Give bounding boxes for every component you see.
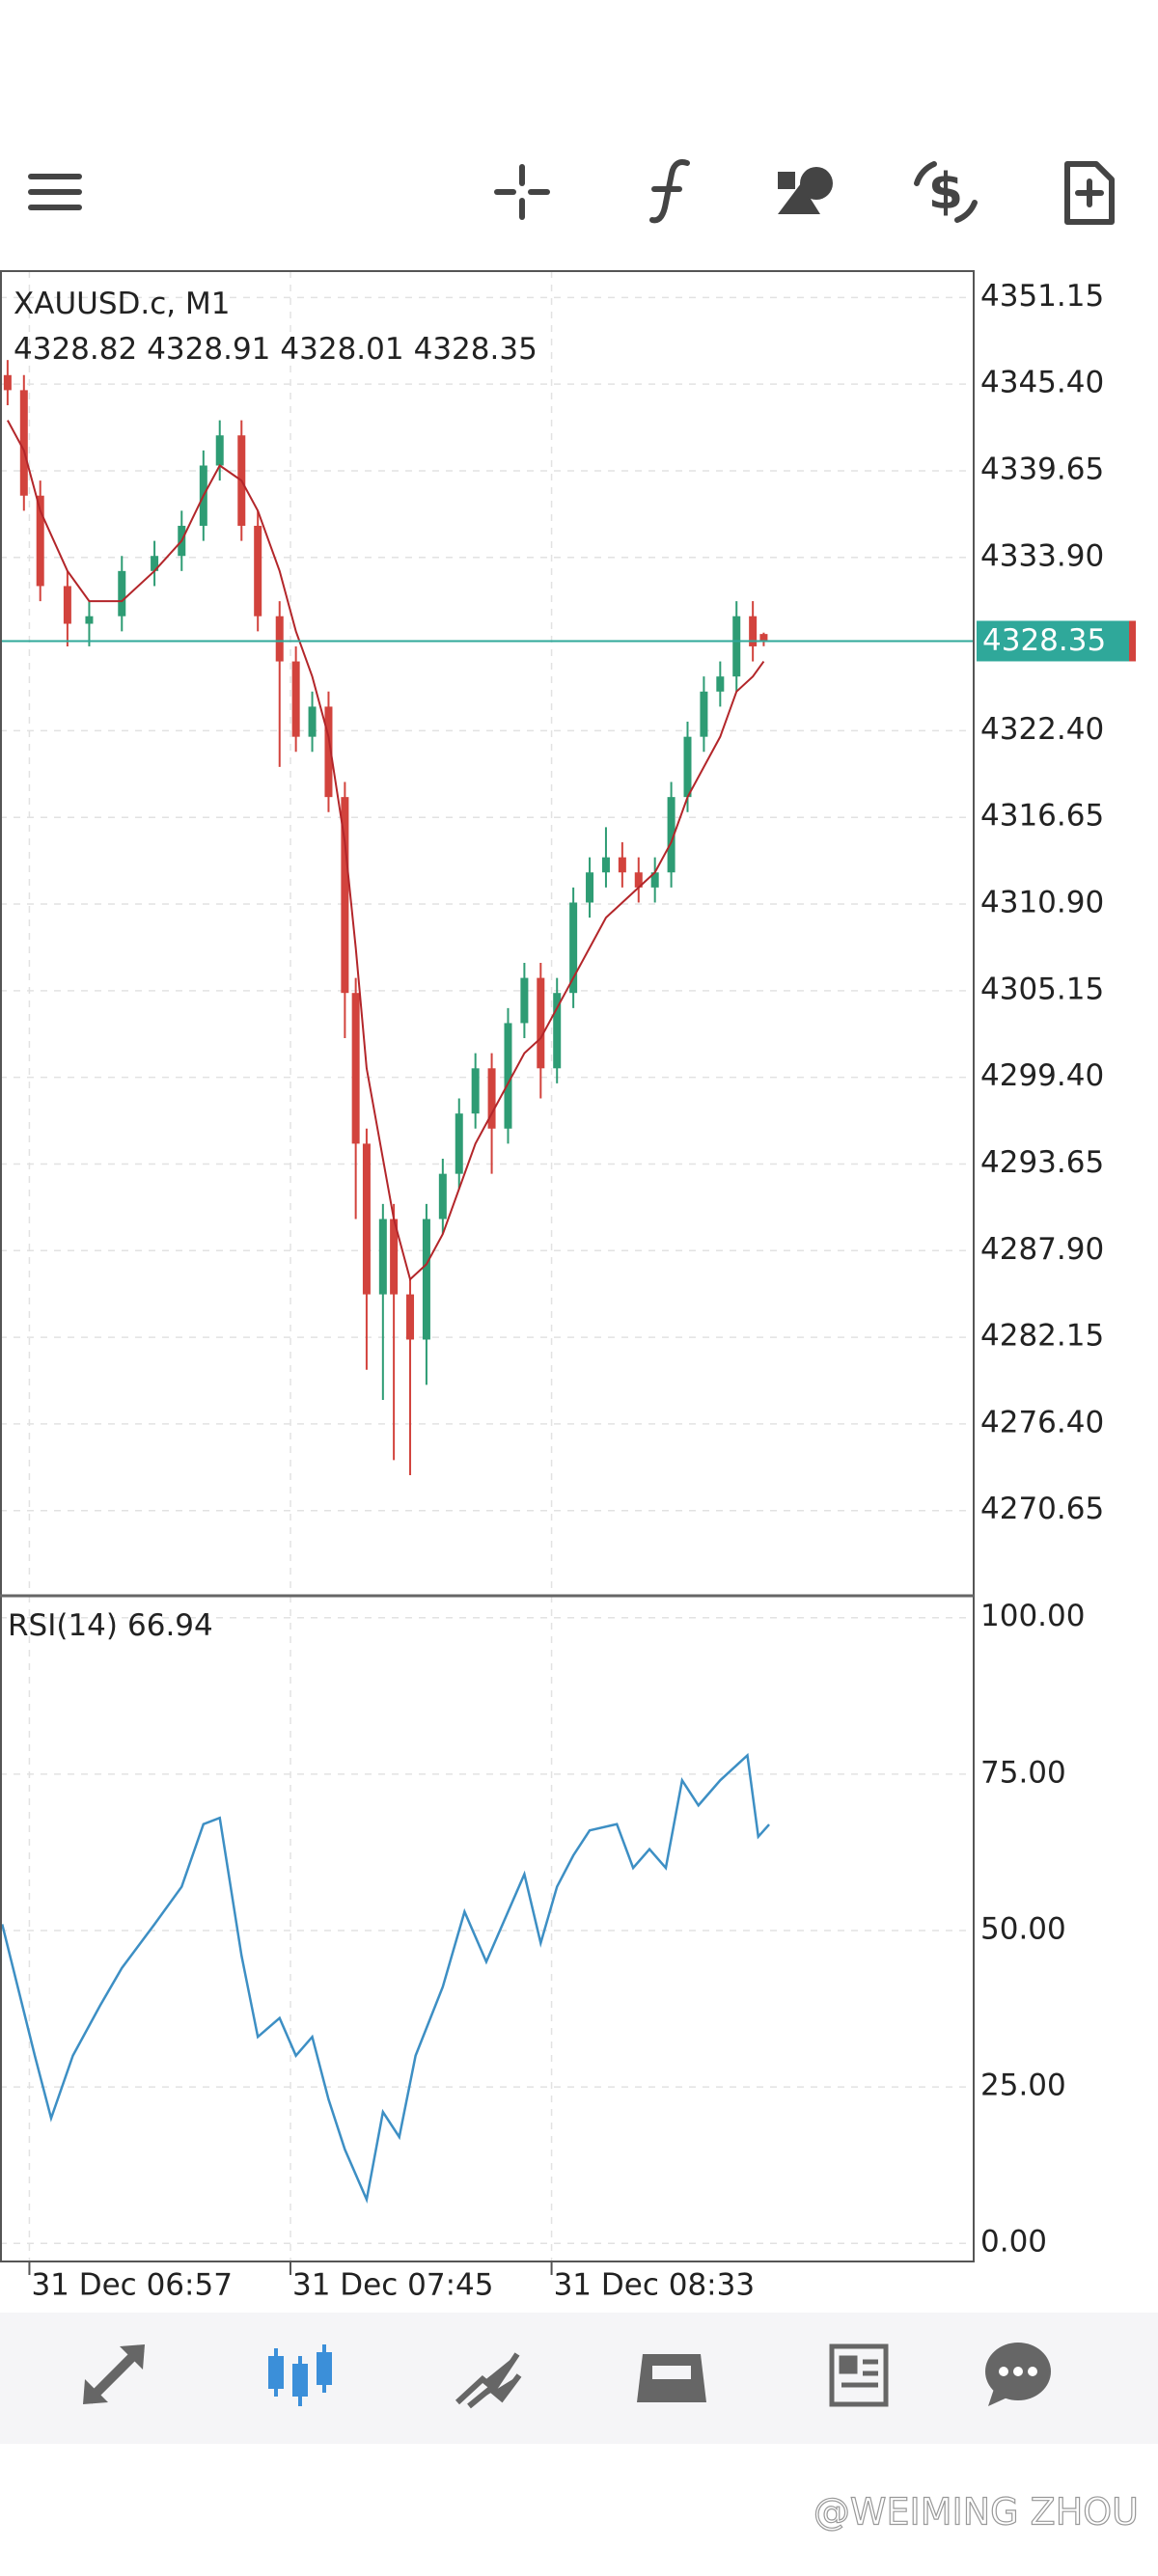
- candle-body: [215, 435, 224, 466]
- price-tag: [977, 620, 1129, 662]
- candle-body: [537, 977, 545, 1069]
- price-tag-marker: [1129, 620, 1136, 662]
- candle-body: [732, 616, 741, 677]
- y-tick-label: 4351.15: [980, 279, 1104, 314]
- candle-body: [455, 1113, 463, 1174]
- pane-title: RSI(14) 66.94: [8, 1608, 213, 1643]
- low-readout: 4328.01: [280, 332, 403, 367]
- y-tick-label: 4305.15: [980, 972, 1104, 1006]
- history-tab[interactable]: [637, 2354, 706, 2402]
- candle-body: [520, 977, 529, 1024]
- candle-body: [36, 495, 44, 587]
- y-tick-label: 4322.40: [980, 712, 1104, 747]
- candle-body: [378, 1219, 387, 1295]
- y-tick-label: 4316.65: [980, 799, 1104, 834]
- candle-body: [19, 390, 28, 496]
- title-text: XAUUSD.c, M1: [14, 287, 230, 321]
- candle-body: [275, 616, 284, 662]
- candle-body: [351, 993, 360, 1144]
- candle-body: [63, 586, 71, 624]
- chart-tab[interactable]: [268, 2344, 332, 2406]
- candle-body: [749, 616, 758, 646]
- candle-body: [362, 1143, 371, 1295]
- candle-body: [634, 872, 643, 888]
- candle-body: [438, 1173, 447, 1219]
- y-tick-label: 4287.90: [980, 1232, 1104, 1267]
- candle-body: [569, 902, 578, 994]
- candle-body: [151, 556, 159, 571]
- y-tick-label: 4299.40: [980, 1058, 1104, 1093]
- y-tick-label: 0.00: [980, 2225, 1047, 2260]
- y-tick-label: 4339.65: [980, 452, 1104, 486]
- bottom-nav: [0, 2313, 1158, 2444]
- candle-body: [504, 1023, 512, 1129]
- candle-body: [390, 1219, 399, 1295]
- y-tick-label: 4276.40: [980, 1405, 1104, 1439]
- x-tick-label: 31 Dec 08:33: [554, 2268, 755, 2303]
- candle-body: [291, 661, 300, 737]
- crosshair-button[interactable]: [494, 164, 550, 220]
- y-tick-label: 4293.65: [980, 1145, 1104, 1180]
- nav-background: [0, 2313, 1158, 2444]
- candle-body: [487, 1068, 496, 1129]
- candle-body: [683, 736, 692, 798]
- candle-body: [716, 676, 725, 692]
- trade-tab[interactable]: [455, 2352, 522, 2409]
- candle-body: [700, 691, 708, 737]
- y-tick-label: 25.00: [980, 2069, 1066, 2103]
- y-tick-label: 100.00: [980, 1599, 1085, 1633]
- y-tick-label: 4345.40: [980, 366, 1104, 400]
- candle-body: [254, 525, 262, 617]
- pane-title: XAUUSD.c, M1: [14, 287, 230, 321]
- current-price-label: 4328.35: [982, 623, 1106, 658]
- chart-frame: [0, 270, 975, 2262]
- chat-tab[interactable]: [985, 2343, 1051, 2406]
- moving-average: [7, 420, 765, 1281]
- watermark: @WEIMING ZHOU: [813, 2491, 1139, 2534]
- high-readout: 4328.91: [147, 332, 270, 367]
- candle-body: [759, 634, 768, 642]
- candle-body: [3, 374, 12, 391]
- candle-body: [650, 872, 659, 888]
- candle-body: [586, 872, 594, 903]
- candle-body: [601, 857, 610, 873]
- candle-body: [308, 706, 317, 737]
- charts: 4351.15 4345.40 4339.65 4333.90 4322.40 4316.…: [0, 271, 1136, 2303]
- y-tick-label: 4310.90: [980, 886, 1104, 920]
- y-tick-label: 4282.15: [980, 1319, 1104, 1354]
- quotes-tab[interactable]: [83, 2344, 145, 2404]
- candle-body: [553, 993, 562, 1069]
- y-tick-label: 75.00: [980, 1755, 1066, 1790]
- y-tick-label: 50.00: [980, 1911, 1066, 1946]
- candle-body: [85, 616, 94, 624]
- menu-button[interactable]: [28, 174, 82, 210]
- title-text: RSI(14): [8, 1608, 118, 1643]
- y-tick-label: 4333.90: [980, 538, 1104, 573]
- close-readout: 4328.35: [414, 332, 538, 367]
- indicators-button[interactable]: [649, 159, 690, 224]
- x-tick-label: 31 Dec 06:57: [31, 2268, 232, 2303]
- news-tab[interactable]: [829, 2343, 889, 2407]
- toolbar: $: [28, 159, 1115, 225]
- candle-body: [422, 1219, 430, 1340]
- x-tick-label: 31 Dec 07:45: [292, 2268, 493, 2303]
- candle-body: [341, 797, 349, 994]
- open-readout: 4328.82: [14, 332, 137, 367]
- candle-body: [618, 857, 626, 873]
- rsi-value: 66.94: [127, 1608, 213, 1643]
- candle-body: [471, 1068, 480, 1114]
- ohlc-readout: 4328.82 4328.91 4328.01 4328.35: [14, 332, 538, 367]
- y-tick-label: 4270.65: [980, 1492, 1104, 1526]
- trade-button[interactable]: $: [914, 161, 978, 223]
- svg-text:$: $: [928, 163, 963, 221]
- rsi-line: [1, 1752, 770, 2205]
- new-order-button[interactable]: [1064, 161, 1115, 225]
- objects-button[interactable]: [778, 167, 833, 214]
- candle-body: [406, 1294, 415, 1340]
- candle-body: [667, 797, 676, 873]
- candle-body: [118, 570, 126, 617]
- candle-body: [324, 706, 333, 798]
